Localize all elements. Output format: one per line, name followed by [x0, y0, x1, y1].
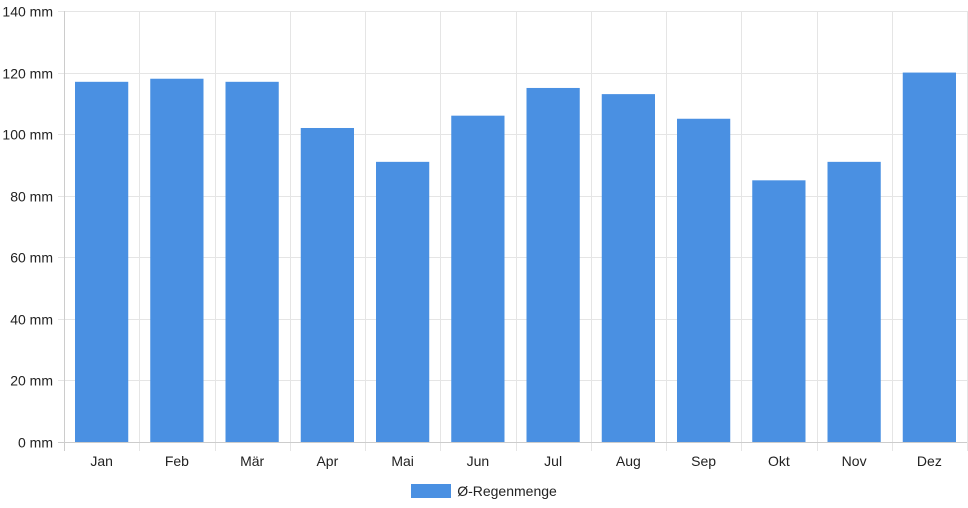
bar-Jun: [451, 115, 505, 443]
x-tick-label: Mär: [240, 453, 264, 469]
y-axis-tick-labels: 0 mm 20 mm 40 mm 60 mm 80 mm 100 mm 120 mm 140 …: [2, 4, 53, 451]
y-tick-label: 120 mm: [2, 66, 53, 82]
bar-Nov: [827, 161, 881, 442]
y-tick-label: 40 mm: [10, 312, 53, 328]
bar-Sep: [677, 118, 731, 442]
bar-Jan: [75, 81, 129, 442]
bar-Mär: [225, 81, 279, 442]
grid-lines: [58, 11, 968, 451]
y-tick-label: 60 mm: [10, 250, 53, 266]
y-tick-label: 80 mm: [10, 189, 53, 205]
x-tick-label: Aug: [616, 453, 641, 469]
bar-Apr: [300, 127, 354, 443]
axes: [58, 11, 967, 451]
bar-series: [75, 72, 956, 443]
y-tick-label: 100 mm: [2, 127, 53, 143]
x-tick-label: Okt: [768, 453, 790, 469]
bar-Dez: [902, 72, 956, 442]
legend[interactable]: Ø-Regenmenge: [0, 481, 968, 501]
bar-Okt: [752, 180, 806, 442]
x-tick-label: Dez: [917, 453, 942, 469]
legend-swatch: [411, 484, 452, 498]
y-tick-label: 0 mm: [18, 435, 53, 451]
x-tick-label: Jul: [544, 453, 562, 469]
x-tick-label: Nov: [842, 453, 867, 469]
x-tick-label: Jun: [467, 453, 490, 469]
y-tick-label: 20 mm: [10, 373, 53, 389]
x-tick-label: Apr: [316, 453, 338, 469]
x-tick-label: Sep: [691, 453, 716, 469]
x-tick-label: Jan: [90, 453, 113, 469]
legend-label: Ø-Regenmenge: [457, 483, 557, 499]
x-tick-label: Mai: [391, 453, 414, 469]
bar-Jul: [526, 87, 580, 443]
x-axis-tick-labels: Jan Feb Mär Apr Mai Jun Jul Aug Sep Okt Nov Dez: [90, 453, 941, 469]
bar-Aug: [601, 94, 655, 443]
y-tick-label: 140 mm: [2, 4, 53, 20]
bar-Mai: [376, 161, 430, 442]
bar-Feb: [150, 78, 204, 442]
x-tick-label: Feb: [165, 453, 189, 469]
